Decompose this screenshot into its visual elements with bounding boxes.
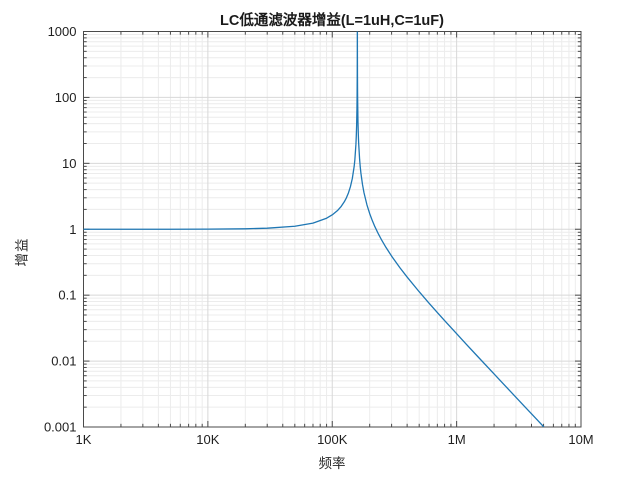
x-axis-label: 频率 — [318, 456, 346, 471]
y-tick-label: 0.01 — [51, 354, 76, 369]
x-tick-label: 10K — [196, 432, 219, 447]
y-tick-label: 0.1 — [58, 288, 76, 303]
y-tick-label: 1000 — [48, 24, 77, 39]
y-tick-label: 100 — [55, 90, 77, 105]
y-tick-label: 0.001 — [44, 420, 77, 435]
y-tick-label: 10 — [62, 156, 76, 171]
y-tick-label: 1 — [69, 222, 76, 237]
x-tick-label: 100K — [317, 432, 348, 447]
chart-title: LC低通滤波器增益(L=1uH,C=1uF) — [220, 13, 444, 29]
gain-curve — [83, 31, 545, 427]
x-tick-label: 1K — [76, 432, 92, 447]
x-tick-label: 10M — [568, 432, 593, 447]
x-tick-label: 1M — [448, 432, 466, 447]
